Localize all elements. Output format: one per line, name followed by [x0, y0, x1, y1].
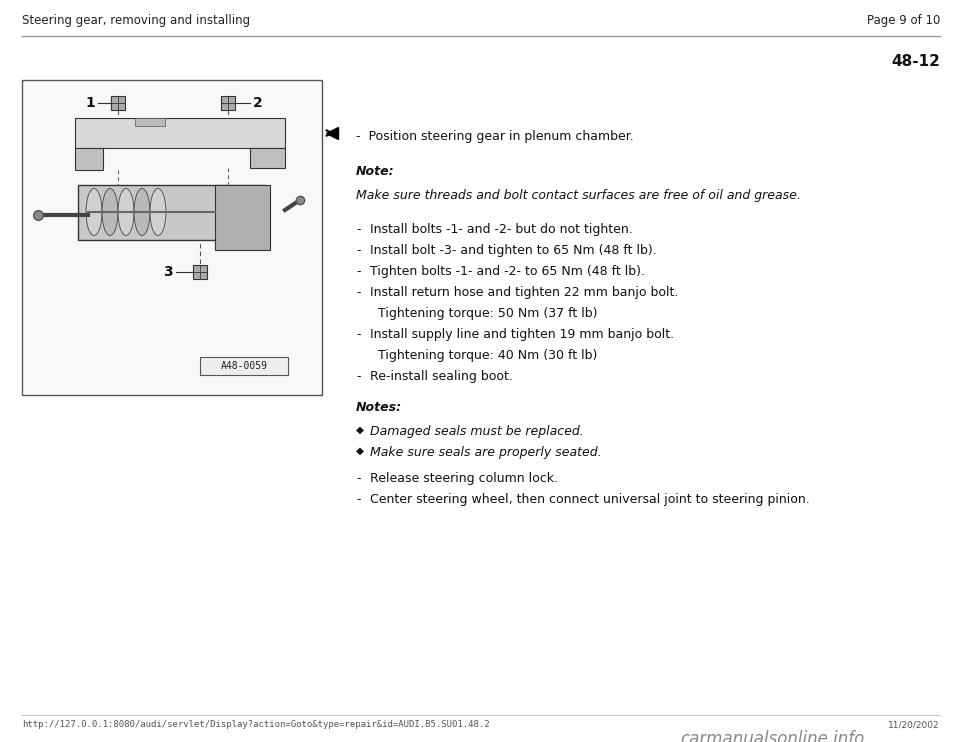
Text: -: - — [356, 370, 361, 383]
Bar — [111, 96, 125, 110]
Text: -: - — [356, 328, 361, 341]
Text: Page 9 of 10: Page 9 of 10 — [867, 14, 940, 27]
Bar — [221, 96, 235, 110]
Text: Re-install sealing boot.: Re-install sealing boot. — [370, 370, 513, 383]
Text: -: - — [356, 286, 361, 299]
Text: Tightening torque: 40 Nm (30 ft lb): Tightening torque: 40 Nm (30 ft lb) — [378, 349, 597, 362]
Text: Steering gear, removing and installing: Steering gear, removing and installing — [22, 14, 251, 27]
Text: A48-0059: A48-0059 — [221, 361, 268, 371]
Bar — [135, 118, 165, 126]
Bar — [75, 148, 103, 170]
Text: carmanualsonline.info: carmanualsonline.info — [680, 730, 864, 742]
Text: Center steering wheel, then connect universal joint to steering pinion.: Center steering wheel, then connect univ… — [370, 493, 809, 506]
Text: Make sure seals are properly seated.: Make sure seals are properly seated. — [370, 446, 602, 459]
Bar — [215, 185, 270, 250]
Text: -: - — [356, 472, 361, 485]
Bar — [78, 185, 265, 240]
Ellipse shape — [118, 188, 134, 235]
Text: -: - — [356, 223, 361, 236]
Text: Release steering column lock.: Release steering column lock. — [370, 472, 558, 485]
Text: Notes:: Notes: — [356, 401, 402, 414]
Text: Install bolt -3- and tighten to 65 Nm (48 ft lb).: Install bolt -3- and tighten to 65 Nm (4… — [370, 244, 657, 257]
Text: 1: 1 — [85, 96, 95, 110]
Text: Install bolts -1- and -2- but do not tighten.: Install bolts -1- and -2- but do not tig… — [370, 223, 633, 236]
Ellipse shape — [150, 188, 166, 235]
Text: 11/20/2002: 11/20/2002 — [888, 720, 940, 729]
Text: Make sure threads and bolt contact surfaces are free of oil and grease.: Make sure threads and bolt contact surfa… — [356, 189, 801, 202]
Text: -: - — [356, 265, 361, 278]
Text: -: - — [356, 244, 361, 257]
Text: Tighten bolts -1- and -2- to 65 Nm (48 ft lb).: Tighten bolts -1- and -2- to 65 Nm (48 f… — [370, 265, 645, 278]
Text: ◆: ◆ — [356, 425, 364, 435]
Text: -: - — [356, 493, 361, 506]
Text: Install supply line and tighten 19 mm banjo bolt.: Install supply line and tighten 19 mm ba… — [370, 328, 674, 341]
Text: 48-12: 48-12 — [891, 54, 940, 69]
Text: http://127.0.0.1:8080/audi/servlet/Display?action=Goto&type=repair&id=AUDI.B5.SU: http://127.0.0.1:8080/audi/servlet/Displ… — [22, 720, 490, 729]
Bar — [200, 357, 288, 375]
Text: Damaged seals must be replaced.: Damaged seals must be replaced. — [370, 425, 584, 438]
Text: Install return hose and tighten 22 mm banjo bolt.: Install return hose and tighten 22 mm ba… — [370, 286, 679, 299]
Ellipse shape — [86, 188, 102, 235]
Ellipse shape — [102, 188, 118, 235]
Bar — [250, 148, 285, 168]
Text: ◆: ◆ — [356, 446, 364, 456]
Text: Note:: Note: — [356, 165, 395, 178]
Ellipse shape — [134, 188, 150, 235]
Text: Tightening torque: 50 Nm (37 ft lb): Tightening torque: 50 Nm (37 ft lb) — [378, 307, 597, 320]
Bar — [22, 80, 322, 395]
Text: 3: 3 — [163, 265, 173, 279]
Bar — [75, 118, 285, 148]
Text: 2: 2 — [253, 96, 263, 110]
Bar — [193, 265, 207, 279]
Text: -  Position steering gear in plenum chamber.: - Position steering gear in plenum chamb… — [356, 130, 634, 143]
